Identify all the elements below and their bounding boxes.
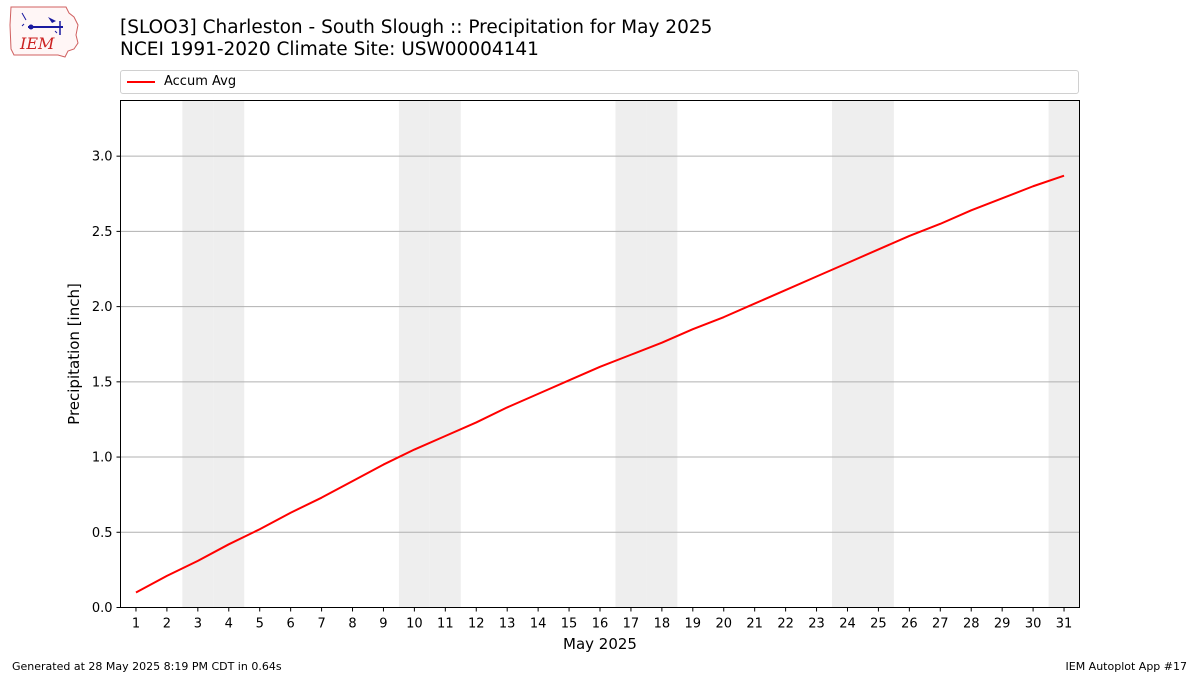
chart-title: [SLOO3] Charleston - South Slough :: Pre… [120, 17, 713, 38]
x-tick-label: 8 [348, 617, 356, 632]
weekend-band-day-10 [398, 100, 430, 608]
x-tick-label: 12 [468, 617, 485, 632]
generated-timestamp: Generated at 28 May 2025 8:19 PM CDT in … [12, 660, 282, 673]
iem-logo: IEM [9, 6, 79, 58]
legend: Accum Avg [120, 70, 1079, 94]
x-tick-label: 11 [437, 617, 454, 632]
legend-swatch-accum-avg [127, 81, 155, 83]
x-tick-label: 21 [746, 617, 763, 632]
x-tick-label: 22 [777, 617, 794, 632]
grid-lines [120, 155, 1080, 533]
weekend-band-day-3 [182, 100, 214, 608]
x-tick-label: 19 [685, 617, 702, 632]
weekend-band-day-25 [862, 100, 894, 608]
x-tick-label: 6 [287, 617, 295, 632]
x-tick-label: 28 [963, 617, 980, 632]
y-axis-label: Precipitation [inch] [65, 283, 83, 425]
x-tick-label: 24 [839, 617, 856, 632]
chart-subtitle: NCEI 1991-2020 Climate Site: USW00004141 [120, 39, 539, 60]
x-tick-label: 17 [623, 617, 640, 632]
y-tick-label: 1.0 [92, 451, 113, 466]
x-tick-label: 14 [530, 617, 547, 632]
weekend-band-day-18 [646, 100, 678, 608]
x-tick-label: 26 [901, 617, 918, 632]
plot-frame [120, 100, 1080, 608]
x-tick-label: 27 [932, 617, 949, 632]
x-tick-label: 20 [715, 617, 732, 632]
y-tick-label: 2.0 [92, 300, 113, 315]
x-tick-label: 15 [561, 617, 578, 632]
x-tick-label: 1 [132, 617, 140, 632]
logo-text: IEM [19, 34, 55, 53]
x-tick-label: 31 [1056, 617, 1073, 632]
x-tick-label: 30 [1025, 617, 1042, 632]
weather-station-icon [21, 12, 63, 35]
weekend-band-day-4 [213, 100, 245, 608]
x-tick-label: 16 [592, 617, 609, 632]
x-tick-label: 29 [994, 617, 1011, 632]
series-line-accum-avg [135, 174, 1065, 594]
x-tick-label: 4 [225, 617, 233, 632]
legend-label-accum-avg: Accum Avg [164, 74, 237, 89]
x-tick-label: 3 [194, 617, 202, 632]
y-tick-label: 1.5 [92, 375, 113, 390]
weekend-band-day-11 [429, 100, 461, 608]
series-layer [135, 174, 1065, 594]
y-tick-label: 0.5 [92, 526, 113, 541]
x-axis: 1 2 3 4 5 6 7 8 9 10 11 12 13 14 15 16 17 18 19 20 21 22 23 24 2… [132, 607, 1073, 632]
app-label: IEM Autoplot App #17 [1065, 660, 1188, 673]
weekend-bands [182, 100, 1080, 608]
x-axis-label: May 2025 [563, 635, 637, 653]
weekend-band-day-31 [1048, 100, 1080, 608]
y-tick-label: 0.0 [92, 601, 113, 616]
y-tick-label: 3.0 [92, 150, 113, 165]
y-tick-label: 2.5 [92, 225, 113, 240]
x-tick-label: 25 [870, 617, 887, 632]
x-tick-label: 10 [406, 617, 423, 632]
x-tick-label: 13 [499, 617, 516, 632]
x-tick-label: 7 [317, 617, 325, 632]
x-tick-label: 2 [163, 617, 171, 632]
x-tick-label: 9 [379, 617, 387, 632]
x-tick-label: 23 [808, 617, 825, 632]
x-tick-label: 18 [654, 617, 671, 632]
weekend-band-day-24 [832, 100, 863, 608]
x-tick-label: 5 [256, 617, 264, 632]
y-axis: 0.0 0.5 1.0 1.5 2.0 2.5 3.0 [92, 150, 121, 616]
